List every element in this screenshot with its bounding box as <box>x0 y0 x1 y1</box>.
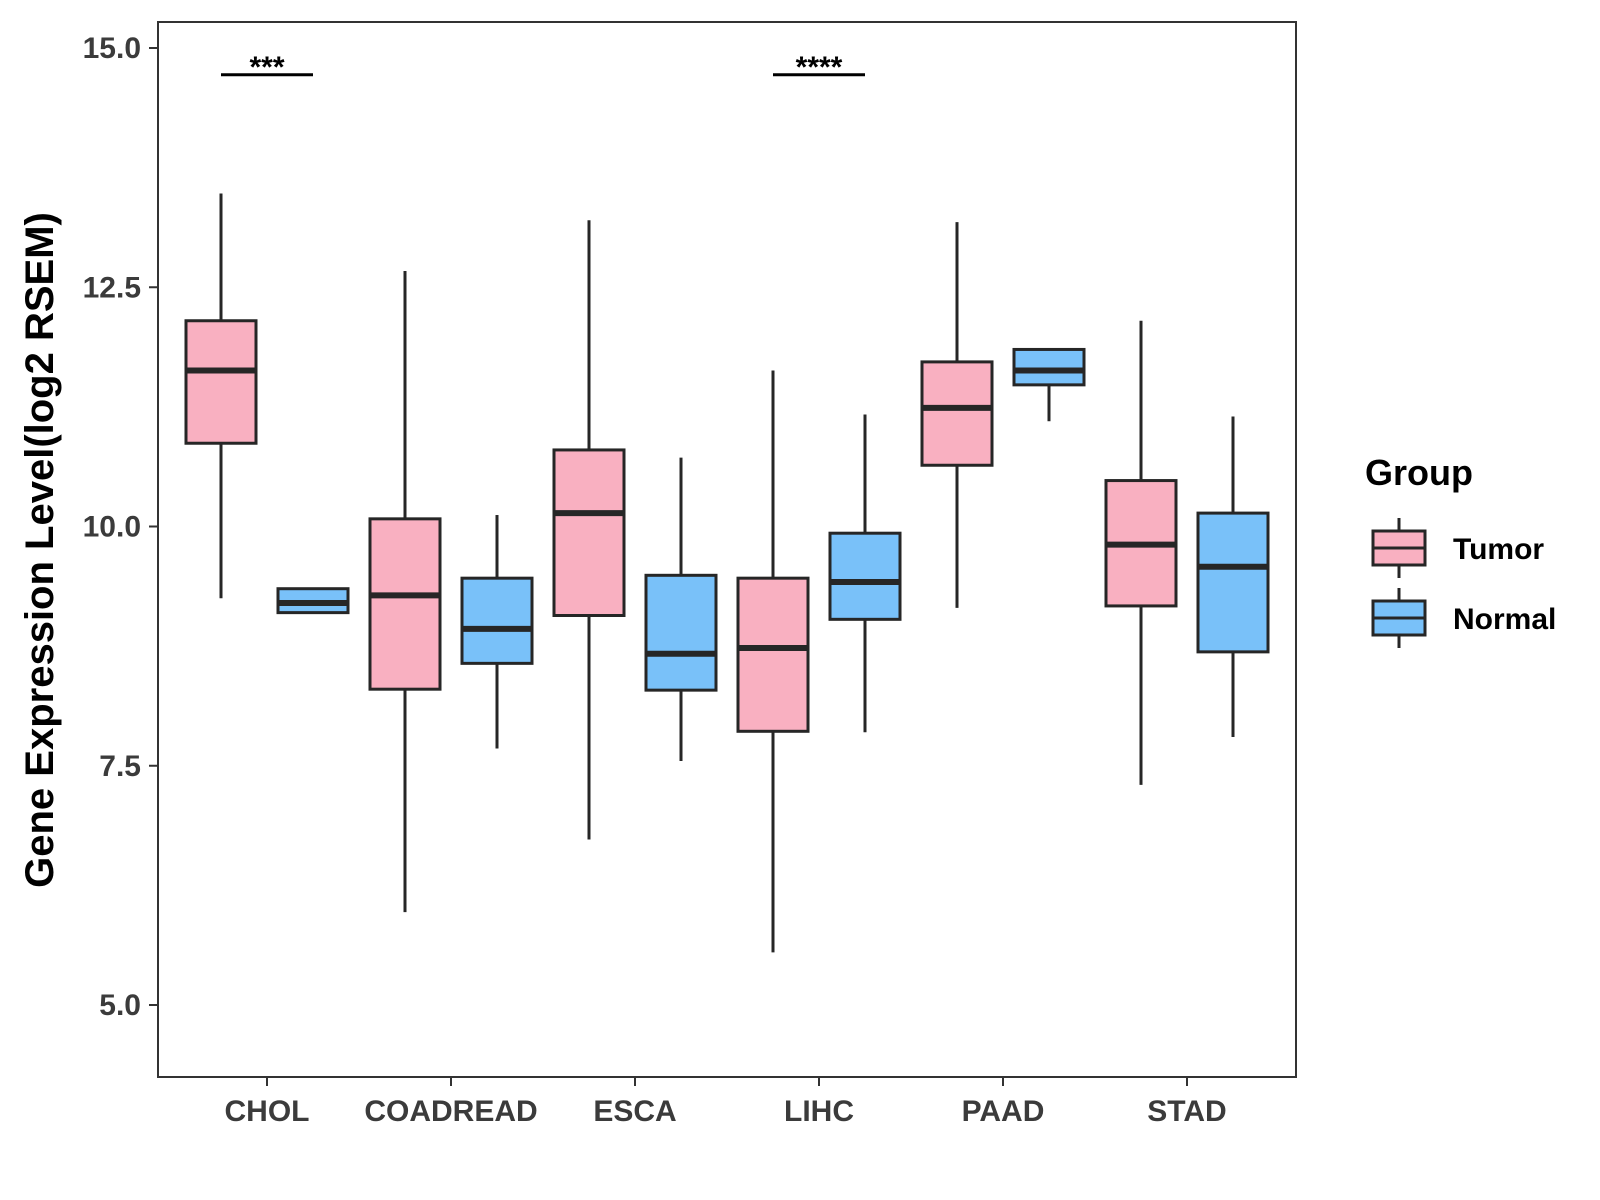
y-axis: 5.0 7.5 10.0 12.5 15.0 <box>83 32 158 1022</box>
x-tick-label: ESCA <box>593 1095 676 1128</box>
box-tumor-coadread <box>368 270 442 913</box>
box-iqr <box>644 573 718 692</box>
legend-title: Group <box>1365 452 1473 493</box>
x-tick-label: CHOL <box>225 1095 310 1128</box>
significance-lihc: **** <box>773 51 865 84</box>
x-tick-label: PAAD <box>962 1095 1045 1128</box>
legend-item-tumor: Tumor <box>1371 518 1544 578</box>
significance-chol: *** <box>221 51 313 84</box>
y-tick-label: 7.5 <box>99 750 141 783</box>
box-normal-lihc <box>828 414 902 733</box>
y-tick-label: 5.0 <box>99 989 141 1022</box>
box-iqr <box>1012 347 1086 387</box>
box-iqr <box>552 448 626 618</box>
y-tick-label: 10.0 <box>83 511 141 544</box>
box-normal-coadread <box>460 515 534 749</box>
box-iqr <box>460 576 534 665</box>
legend: Group Tumor Normal <box>1365 452 1556 648</box>
x-tick-label: STAD <box>1147 1095 1226 1128</box>
box-iqr <box>920 360 994 467</box>
box-normal-paad <box>1012 347 1086 422</box>
y-axis-title: Gene Expression Level(log2 RSEM) <box>18 212 62 888</box>
box-iqr <box>828 531 902 621</box>
x-axis: CHOL COADREAD ESCA LIHC PAAD STAD <box>225 1077 1227 1128</box>
box-normal-esca <box>644 457 718 761</box>
box-iqr <box>736 576 810 733</box>
significance-label: *** <box>249 51 284 84</box>
box-tumor-esca <box>552 220 626 840</box>
box-iqr <box>1196 511 1270 654</box>
legend-label: Tumor <box>1453 533 1544 566</box>
boxes-layer <box>184 193 1270 953</box>
box-iqr <box>184 319 258 445</box>
y-tick-label: 15.0 <box>83 32 141 65</box>
legend-item-normal: Normal <box>1371 588 1556 648</box>
x-tick-label: COADREAD <box>364 1095 537 1128</box>
box-tumor-stad <box>1104 320 1178 785</box>
x-tick-label: LIHC <box>784 1095 854 1128</box>
significance-layer: *** **** <box>221 51 865 84</box>
significance-label: **** <box>796 51 843 84</box>
box-normal-stad <box>1196 416 1270 738</box>
box-iqr <box>368 517 442 691</box>
box-tumor-lihc <box>736 370 810 953</box>
legend-label: Normal <box>1453 603 1556 636</box>
box-normal-chol <box>276 587 350 615</box>
box-tumor-chol <box>184 193 258 599</box>
y-tick-label: 12.5 <box>83 271 141 304</box>
box-tumor-paad <box>920 222 994 608</box>
